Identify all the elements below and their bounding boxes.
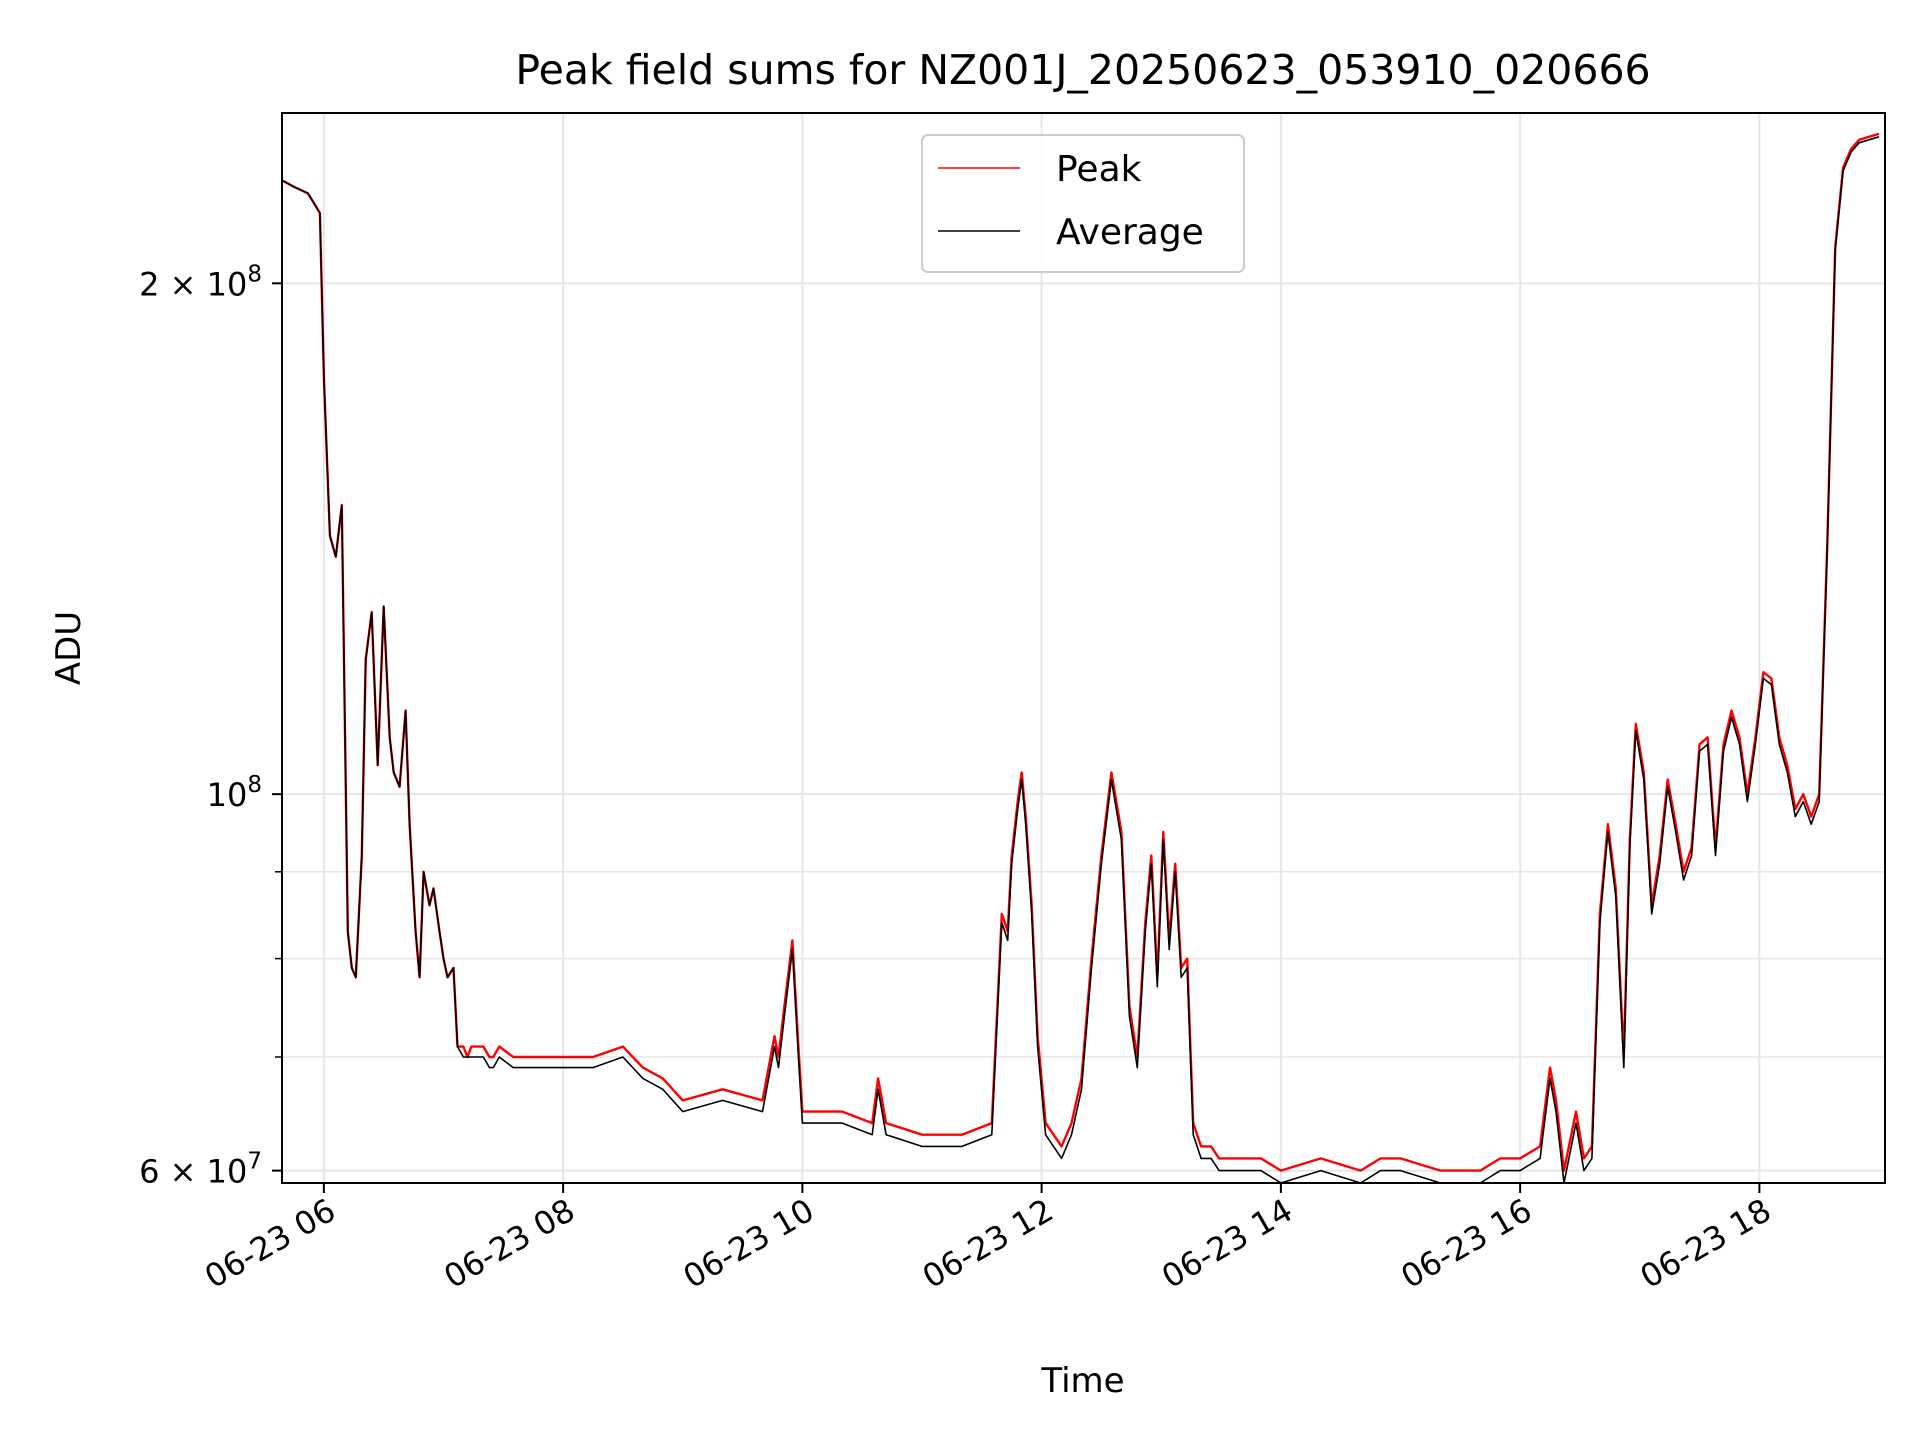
series-line-average [281, 136, 1880, 1184]
plot-frame [281, 112, 1886, 1184]
legend: Peak Average [921, 134, 1245, 273]
series-layer [281, 132, 1880, 1184]
grid [282, 113, 1885, 1183]
y-axis-label: ADU [49, 611, 89, 685]
y-tick-label: 6 × 107 [139, 1149, 262, 1191]
y-tick-label: 108 [207, 772, 262, 814]
y-tick-label: 2 × 108 [139, 261, 262, 303]
y-axis: 6 × 107 108 2 × 108 [139, 261, 282, 1191]
x-axis-label: Time [1040, 1361, 1124, 1401]
chart-title: Peak field sums for NZ001J_20250623_0539… [515, 46, 1650, 94]
legend-box [921, 134, 1245, 273]
legend-label-average: Average [1056, 212, 1204, 253]
legend-label-peak: Peak [1056, 149, 1142, 190]
